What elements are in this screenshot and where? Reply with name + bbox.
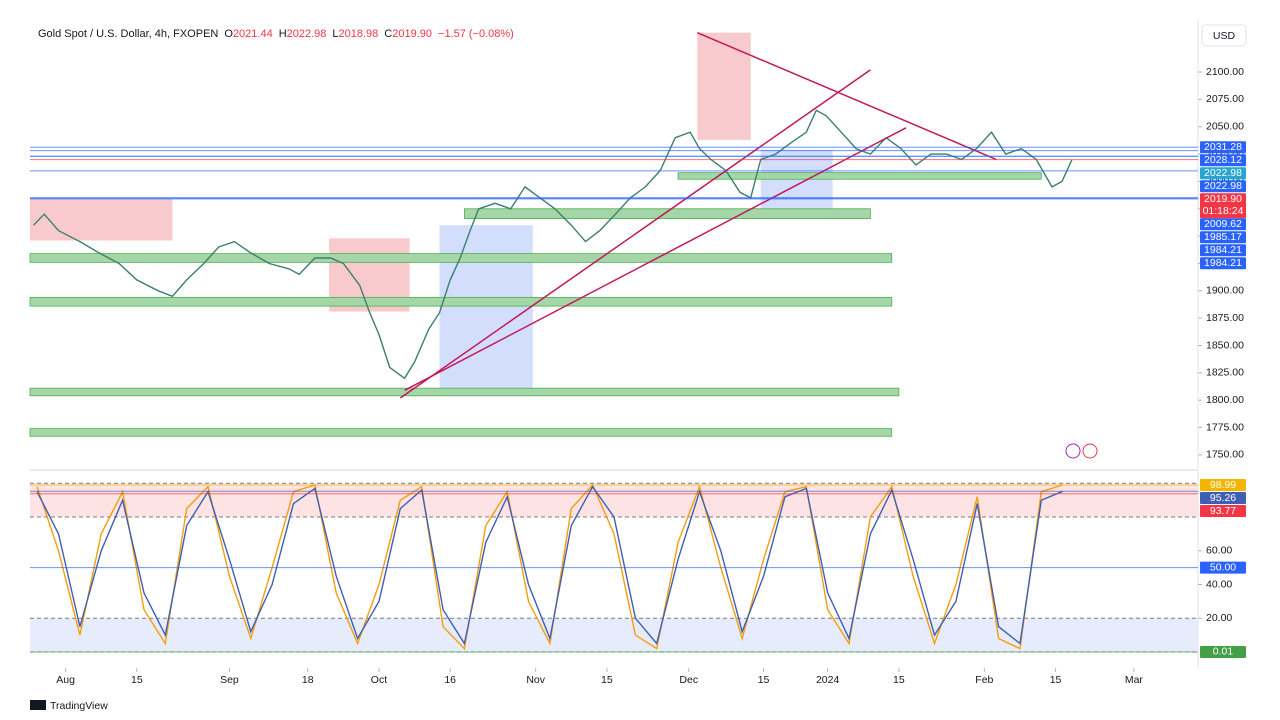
level-label: 98.99	[1210, 479, 1236, 491]
level-tag	[1200, 231, 1246, 244]
zone	[30, 618, 1198, 652]
logo	[30, 700, 46, 710]
level-label: 2028.12	[1204, 154, 1242, 166]
x-tick-label: 15	[758, 674, 770, 686]
y-tick-label: 2050.00	[1206, 121, 1244, 133]
level-tag	[1200, 505, 1246, 518]
x-tick-label: 15	[131, 674, 143, 686]
currency-button[interactable]	[1201, 24, 1247, 47]
y-tick-label: 1850.00	[1206, 339, 1244, 351]
ohlc-key: O	[224, 28, 233, 40]
box	[697, 32, 751, 140]
x-tick-label: 2024	[816, 674, 840, 686]
level-tag	[1200, 479, 1246, 492]
level-label: 2022.98	[1204, 180, 1242, 192]
ohlc-value: 2022.98	[287, 28, 327, 40]
x-tick-label: Aug	[56, 674, 75, 686]
ohlc-value: 2018.98	[339, 28, 379, 40]
support-band	[29, 428, 893, 437]
x-tick-label: 15	[601, 674, 613, 686]
zone	[30, 483, 1198, 518]
y-tick-label: 1825.00	[1206, 367, 1244, 379]
event-icon[interactable]	[1082, 443, 1098, 459]
series-line	[36, 483, 1063, 651]
level-tag	[1200, 218, 1246, 231]
level-tag	[1200, 492, 1246, 505]
box	[760, 149, 833, 210]
level-label: 95.26	[1210, 492, 1236, 504]
y-tick-label: 2100.00	[1206, 66, 1244, 78]
x-tick-label: 15	[1050, 674, 1062, 686]
level-tag	[1200, 141, 1246, 154]
change: −1.57 (−0.08%)	[438, 28, 514, 40]
level-label: 1984.21	[1204, 257, 1242, 269]
ohlc-key: L	[332, 28, 338, 40]
x-tick-label: 15	[893, 674, 905, 686]
y-tick-label: 60.00	[1206, 545, 1232, 557]
box	[439, 225, 533, 391]
level-label: 50.00	[1210, 561, 1236, 573]
y-tick-label: 2075.00	[1206, 93, 1244, 105]
currency[interactable]: USD	[1213, 30, 1236, 42]
ohlc-key: C	[384, 28, 392, 40]
level-label: 2022.98	[1204, 167, 1242, 179]
level-tag	[1200, 561, 1246, 574]
level-label: 2031.28	[1204, 141, 1242, 153]
support-band	[464, 208, 871, 220]
ohlc-value: 2021.44	[233, 28, 273, 40]
y-tick-label: 1775.00	[1206, 421, 1244, 433]
level-tag	[1200, 257, 1246, 270]
level-tag	[1200, 154, 1246, 167]
level-tag	[1200, 180, 1246, 193]
header: Gold Spot / U.S. Dollar, 4h, FXOPEN O2021…	[38, 28, 514, 40]
level-tag	[1200, 244, 1246, 257]
symbol: Gold Spot / U.S. Dollar, 4h, FXOPEN	[38, 28, 218, 40]
trend-line	[399, 69, 871, 399]
level-tag	[1200, 193, 1246, 219]
level-label: 1984.21	[1204, 244, 1242, 256]
footer-brand: TradingView	[50, 700, 108, 712]
x-tick-label: 18	[302, 674, 314, 686]
x-tick-label: Feb	[975, 674, 993, 686]
x-tick-label: Sep	[220, 674, 239, 686]
level-tag	[1200, 167, 1246, 180]
countdown: 01:18:24	[1203, 205, 1244, 217]
x-tick-label: Dec	[679, 674, 698, 686]
y-tick-label: 1900.00	[1206, 285, 1244, 297]
trend-line	[697, 31, 997, 161]
level-label: 1985.17	[1204, 231, 1242, 243]
level-label: 93.77	[1210, 505, 1236, 517]
support-band	[677, 172, 1042, 180]
x-tick-label: Nov	[526, 674, 545, 686]
trend-line	[404, 127, 907, 392]
ohlc-key: H	[279, 28, 287, 40]
support-band	[29, 296, 893, 307]
y-tick-label: 1875.00	[1206, 312, 1244, 324]
ohlc-value: 2019.90	[392, 28, 432, 40]
y-tick-label: 1750.00	[1206, 449, 1244, 461]
x-tick-label: Oct	[371, 674, 387, 686]
support-band	[29, 387, 900, 397]
box	[30, 198, 173, 241]
event-icon[interactable]	[1065, 443, 1081, 459]
level-tag	[1200, 645, 1246, 658]
y-tick-label: 40.00	[1206, 578, 1232, 590]
y-tick-label: 1800.00	[1206, 394, 1244, 406]
y-tick-label: 20.00	[1206, 612, 1232, 624]
level-label: 0.01	[1213, 646, 1234, 658]
x-tick-label: 16	[444, 674, 456, 686]
level-label: 2009.62	[1204, 218, 1242, 230]
x-tick-label: Mar	[1125, 674, 1144, 686]
level-label: 2019.90	[1204, 193, 1242, 205]
